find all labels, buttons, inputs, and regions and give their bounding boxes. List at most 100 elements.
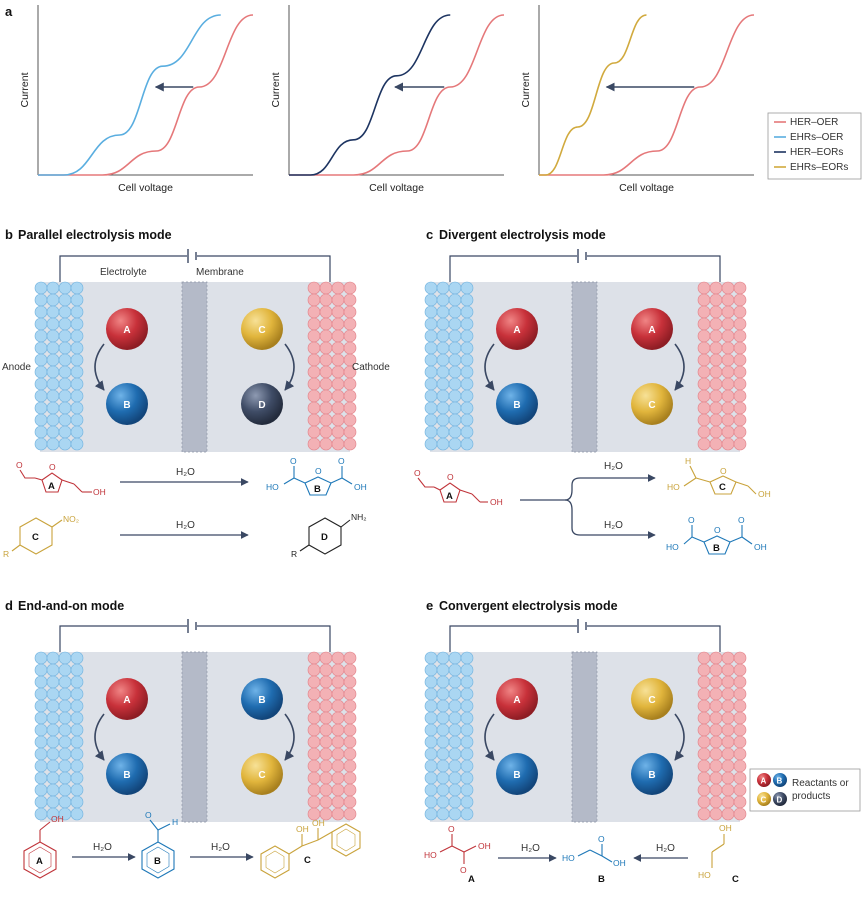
x-axis-label: Cell voltage — [619, 182, 674, 194]
anode-particle — [424, 699, 438, 713]
cathode-particle — [709, 675, 723, 689]
cathode-particle — [709, 807, 723, 821]
wire-right — [197, 625, 331, 652]
cathode-particle — [343, 795, 357, 809]
cathode-particle — [733, 377, 747, 391]
anode-particle — [448, 353, 462, 367]
anode-particle — [424, 747, 438, 761]
d-c-oh2: OH — [312, 818, 325, 828]
cathode-particle — [331, 317, 345, 331]
cathode-particle — [721, 365, 735, 379]
nitro-compound-label: C — [32, 532, 39, 543]
legend-ball-b — [773, 773, 787, 787]
d-a-label: A — [36, 856, 43, 867]
legend-her-eors: HER–EORs — [790, 147, 843, 158]
anode-particle — [460, 341, 474, 355]
cathode-particle — [721, 783, 735, 797]
cathode-particle — [319, 437, 333, 451]
cathode-particle — [307, 377, 321, 391]
cathode-particle — [697, 699, 711, 713]
anode-particle — [34, 281, 48, 295]
anode-particle — [424, 329, 438, 343]
anode-particle — [424, 389, 438, 403]
anode-particle — [448, 281, 462, 295]
e-a-label: A — [468, 874, 475, 885]
cathode-particle — [319, 723, 333, 737]
species-label: B — [513, 400, 520, 411]
anode-particle — [58, 795, 72, 809]
anode-particle — [46, 675, 60, 689]
species-label: A — [123, 695, 130, 706]
chart-2: Cell voltage Current — [270, 5, 505, 194]
cathode-particle — [697, 723, 711, 737]
cathode-particle — [319, 317, 333, 331]
anode-particle — [34, 341, 48, 355]
anode-particle — [424, 651, 438, 665]
legend-her-oer: HER–OER — [790, 117, 838, 128]
anode-particle — [436, 389, 450, 403]
species-label: B — [123, 770, 130, 781]
anode-particle — [34, 413, 48, 427]
anode-particle — [460, 365, 474, 379]
cathode-particle — [721, 341, 735, 355]
anode-particle — [436, 329, 450, 343]
cathode-particle — [319, 365, 333, 379]
cathode-particle — [307, 651, 321, 665]
anode-particle — [424, 281, 438, 295]
cathode-particle — [331, 305, 345, 319]
anode-particle — [460, 771, 474, 785]
reagent-b1: H₂O — [176, 467, 195, 478]
svg-text:O: O — [315, 466, 322, 476]
cathode-particle — [697, 329, 711, 343]
e-a-ho: HO — [424, 850, 437, 860]
e-b-ho: HO — [562, 853, 575, 863]
cathode-particle — [331, 365, 345, 379]
anode-particle — [58, 365, 72, 379]
species-label: B — [258, 695, 265, 706]
anode-particle — [46, 651, 60, 665]
e-a-oh: OH — [478, 841, 491, 851]
anode-particle — [34, 401, 48, 415]
cathode-particle — [307, 759, 321, 773]
cathode-particle — [343, 293, 357, 307]
anode-particle — [424, 663, 438, 677]
anode-particle — [70, 365, 84, 379]
anode-particle — [436, 377, 450, 391]
anode-particle — [46, 783, 60, 797]
anode-particle — [436, 353, 450, 367]
cathode-particle — [709, 687, 723, 701]
anode-particle — [460, 687, 474, 701]
cathode-particle — [331, 759, 345, 773]
species-ball-a — [106, 308, 148, 350]
species-ball-d — [241, 383, 283, 425]
anode-particle — [424, 687, 438, 701]
anode-particle — [70, 687, 84, 701]
cathode-particle — [343, 305, 357, 319]
cathode-particle — [343, 771, 357, 785]
anode-particle — [58, 401, 72, 415]
anode-particle — [70, 305, 84, 319]
cathode-particle — [307, 293, 321, 307]
anode-particle — [58, 437, 72, 451]
anode-particle — [448, 377, 462, 391]
anode-particle — [448, 735, 462, 749]
panel-b-reaction-1: O O OH A H₂O O O O HO OH B — [16, 456, 367, 497]
anode-particle — [58, 317, 72, 331]
anode-particle — [46, 305, 60, 319]
anode-particle — [58, 389, 72, 403]
cathode-particle — [709, 305, 723, 319]
anode-particle — [436, 735, 450, 749]
anode-particle — [424, 807, 438, 821]
anode-particle — [46, 687, 60, 701]
anode-particle — [58, 329, 72, 343]
cathode-particle — [307, 771, 321, 785]
series-line-ehrs-eors — [539, 14, 647, 176]
aniline-label: D — [321, 532, 328, 543]
anode-particle — [70, 783, 84, 797]
svg-text:A: A — [761, 777, 767, 786]
species-ball-c — [631, 383, 673, 425]
wire-right — [197, 255, 331, 282]
cathode-particle — [733, 281, 747, 295]
cathode-particle — [331, 401, 345, 415]
anode-particle — [460, 389, 474, 403]
